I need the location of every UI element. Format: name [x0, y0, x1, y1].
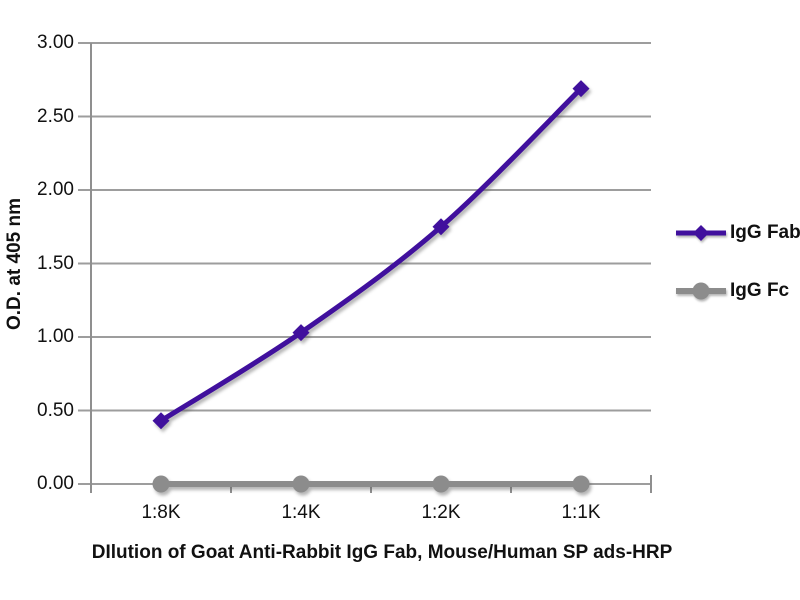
legend-sample-diamond: [693, 225, 709, 241]
y-tick-label: 2.50: [37, 105, 74, 127]
data-point-diamond: [152, 412, 170, 430]
series-line: [158, 86, 584, 424]
series-igg-fab: [152, 80, 590, 430]
x-axis-title: DIlution of Goat Anti-Rabbit IgG Fab, Mo…: [91, 542, 673, 563]
x-tick-label: 1:4K: [281, 502, 321, 523]
y-tick-label: 3.00: [37, 32, 74, 53]
x-tick-label: 1:2K: [421, 502, 461, 523]
legend-label-igg-fab: IgG Fab: [730, 222, 800, 243]
data-point-circle: [432, 475, 450, 493]
legend-item-igg-fab: IgG Fab: [676, 220, 800, 246]
igg-fab-line-marker-icon: [676, 225, 726, 241]
legend-sample-circle: [692, 282, 710, 300]
data-point-diamond: [292, 324, 310, 342]
y-tick-label: 1.50: [37, 252, 74, 274]
data-point-diamond: [432, 218, 450, 236]
legend-label-igg-fc: IgG Fc: [730, 280, 790, 301]
y-tick-label: 0.00: [37, 473, 74, 494]
x-tick-label: 1:8K: [141, 502, 181, 523]
data-point-circle: [152, 475, 170, 493]
igg-fc-line-marker-icon: [676, 282, 726, 300]
y-axis-title: O.D. at 405 nm: [4, 198, 25, 330]
y-tick-label: 0.50: [37, 399, 74, 421]
y-tick-label: 1.00: [37, 326, 74, 347]
data-point-diamond: [572, 80, 590, 98]
data-point-circle: [572, 475, 590, 493]
data-point-circle: [292, 475, 310, 493]
x-tick-label: 1:1K: [561, 502, 601, 523]
series-igg-fc: [152, 475, 590, 493]
y-tick-label: 2.00: [37, 179, 74, 200]
legend-item-igg-fc: IgG Fc: [676, 278, 789, 304]
